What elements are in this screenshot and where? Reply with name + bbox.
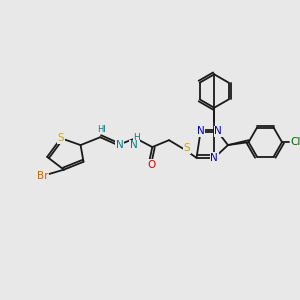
Text: N: N (210, 153, 218, 163)
Text: N: N (130, 140, 137, 150)
Text: H: H (133, 133, 140, 142)
Text: H: H (97, 125, 104, 134)
Text: N: N (214, 126, 222, 136)
Text: N: N (196, 126, 204, 136)
Text: Br: Br (37, 170, 48, 181)
Text: Cl: Cl (291, 137, 300, 147)
Text: O: O (147, 160, 155, 170)
Text: S: S (58, 133, 64, 143)
Text: H: H (98, 125, 105, 134)
Text: N: N (116, 140, 124, 150)
Text: S: S (183, 143, 190, 153)
